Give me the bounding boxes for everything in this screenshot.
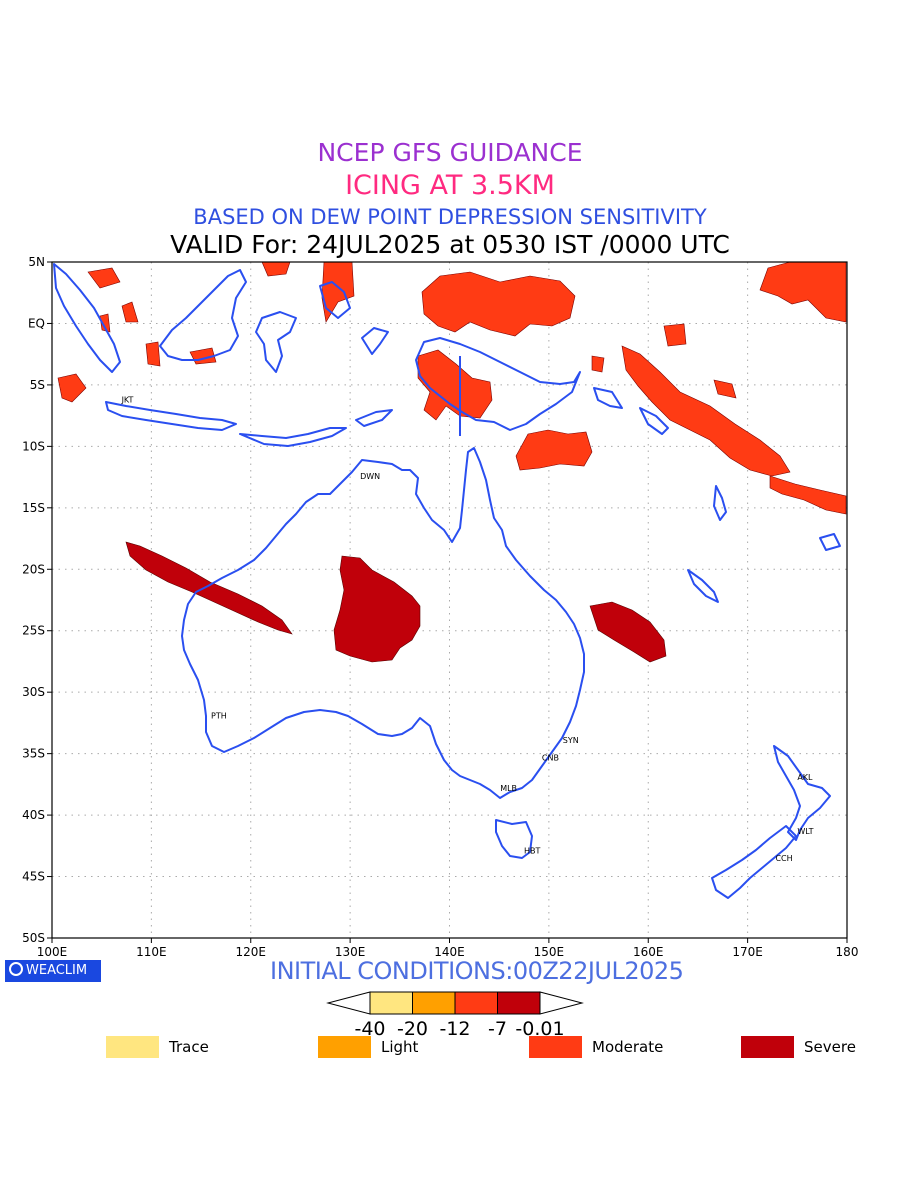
lon-label: 130E	[335, 945, 366, 959]
lat-label: 45S	[22, 870, 45, 884]
moderate-area-malaya	[87, 267, 121, 289]
severe-area-northwest-shelf	[125, 541, 293, 635]
coastline-lesser-sunda	[239, 427, 347, 447]
icing-areas	[57, 261, 847, 663]
weaclim-logo: WEACLIM	[5, 960, 101, 982]
coastline-borneo	[159, 269, 247, 361]
moderate-area-fiji	[769, 475, 847, 515]
axis-labels: 100E 110E 120E 130E 140E 150E 160E 170E 180 5N EQ 5…	[22, 255, 858, 959]
lon-label: 160E	[633, 945, 664, 959]
moderate-area-sumatra	[57, 373, 87, 403]
moderate-area-small-2	[145, 341, 161, 367]
legend-label-light: Light	[381, 1038, 419, 1056]
method-note: BASED ON DEW POINT DEPRESSION SENSITIVIT…	[193, 205, 707, 229]
legend-swatch-trace	[106, 1036, 159, 1058]
coastline-new-zealand-north	[773, 745, 831, 841]
moderate-area-new-guinea	[421, 271, 576, 337]
moderate-area-northeast	[759, 261, 847, 323]
lat-label: 50S	[22, 931, 45, 945]
station-label: WLT	[797, 827, 813, 836]
coastline-australia	[181, 447, 585, 799]
coastline-new-zealand-south	[711, 825, 797, 899]
lon-label: 180	[836, 945, 859, 959]
legend-label-trace: Trace	[169, 1038, 209, 1056]
moderate-area-small-5	[591, 355, 605, 373]
lon-label: 140E	[434, 945, 465, 959]
station-label: CNB	[542, 753, 559, 762]
coastline-sulawesi	[255, 311, 297, 373]
lon-label: 150E	[534, 945, 565, 959]
legend-swatch-light	[318, 1036, 371, 1058]
lon-label: 120E	[236, 945, 267, 959]
coastline-vanuatu	[713, 485, 727, 521]
chart-title: NCEP GFS GUIDANCE	[317, 138, 583, 167]
station-label: DWN	[360, 472, 380, 481]
moderate-area-small-3	[663, 323, 687, 347]
lon-label: 110E	[136, 945, 167, 959]
station-label: AKL	[797, 773, 813, 782]
moderate-area-top-center	[261, 261, 291, 277]
station-labels: JKT DWN PTH SYN CNB MLB HBT AKL WLT CCH	[121, 396, 814, 863]
legend-swatch-severe	[741, 1036, 794, 1058]
lat-label: 25S	[22, 624, 45, 638]
station-label: MLB	[500, 784, 517, 793]
station-label: PTH	[211, 712, 227, 721]
station-label: SYN	[563, 736, 579, 745]
coastline-new-britain	[593, 387, 623, 409]
chart-subtitle: ICING AT 3.5KM	[345, 170, 555, 201]
coastlines	[53, 263, 841, 899]
coastline-timor	[355, 409, 393, 427]
lon-label: 100E	[37, 945, 68, 959]
moderate-area-png-south	[417, 349, 493, 421]
icing-map: 100E 110E 120E 130E 140E 150E 160E 170E 180 5N EQ 5…	[22, 255, 858, 959]
station-label: JKT	[121, 396, 134, 405]
coastline-new-caledonia	[687, 569, 719, 603]
lat-label: 15S	[22, 501, 45, 515]
valid-time: VALID For: 24JUL2025 at 0530 IST /0000 U…	[170, 230, 730, 259]
legend-label-severe: Severe	[804, 1038, 856, 1056]
coastline-sumatra	[53, 263, 121, 373]
coastline-java	[105, 401, 237, 431]
coastline-tasmania	[495, 819, 533, 859]
lat-label: EQ	[28, 316, 45, 330]
moderate-area-small-4	[713, 379, 737, 399]
moderate-area-borneo-north	[321, 261, 355, 323]
colorbar-tick-label: -20	[397, 1018, 428, 1040]
coastline-halmahera	[361, 327, 389, 355]
initial-conditions: INITIAL CONDITIONS:00Z22JUL2025	[270, 957, 684, 985]
coastline-solomon-is	[639, 407, 669, 435]
lat-label: 5S	[30, 378, 45, 392]
legend-label-moderate: Moderate	[592, 1038, 664, 1056]
legend-swatch-moderate	[529, 1036, 582, 1058]
lat-label: 30S	[22, 685, 45, 699]
moderate-area-coral-sea-north	[515, 429, 593, 471]
lat-label: 35S	[22, 747, 45, 761]
severe-area-tasman-north	[589, 601, 667, 663]
lat-label: 5N	[28, 255, 45, 269]
lat-label: 40S	[22, 808, 45, 822]
lon-label: 170E	[732, 945, 763, 959]
station-label: HBT	[524, 847, 541, 856]
moderate-area-solomons	[621, 345, 791, 477]
moderate-area-small-6	[121, 301, 139, 323]
colorbar-tick-label: -7	[488, 1018, 507, 1040]
colorbar-tick-label: -12	[439, 1018, 470, 1040]
lat-label: 10S	[22, 439, 45, 453]
coastline-philippines-south	[319, 281, 351, 319]
severe-area-central-australia	[333, 555, 421, 663]
moderate-area-small-7	[99, 313, 111, 333]
station-label: CCH	[775, 854, 792, 863]
coastline-fiji	[819, 533, 841, 551]
lat-label: 20S	[22, 562, 45, 576]
coastline-new-guinea	[415, 337, 581, 431]
